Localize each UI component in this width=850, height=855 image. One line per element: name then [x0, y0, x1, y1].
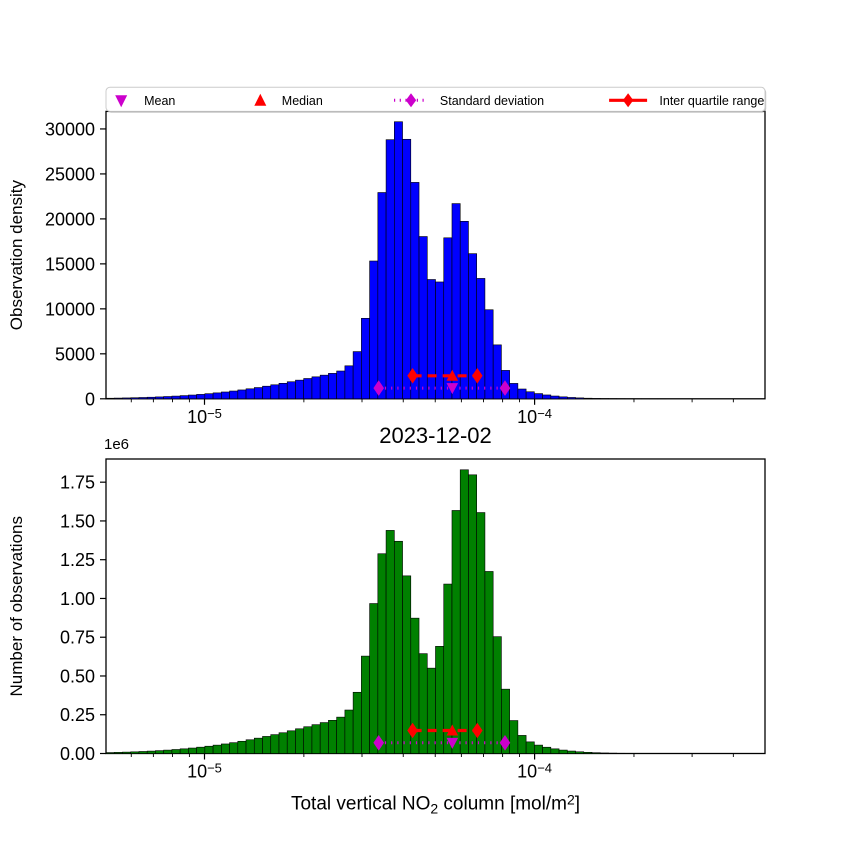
svg-text:1e6: 1e6 [104, 436, 129, 453]
svg-text:1.00: 1.00 [60, 589, 95, 609]
svg-text:0.75: 0.75 [60, 628, 95, 648]
svg-text:10000: 10000 [45, 299, 95, 319]
svg-text:Inter quartile range: Inter quartile range [659, 94, 764, 108]
svg-text:1.75: 1.75 [60, 473, 95, 493]
svg-text:Median: Median [282, 94, 323, 108]
svg-text:0.50: 0.50 [60, 666, 95, 686]
svg-text:1.50: 1.50 [60, 511, 95, 531]
svg-text:0.00: 0.00 [60, 744, 95, 764]
svg-text:2023-12-02: 2023-12-02 [379, 423, 492, 448]
svg-text:0: 0 [85, 389, 95, 409]
svg-text:0.25: 0.25 [60, 705, 95, 725]
svg-text:15000: 15000 [45, 254, 95, 274]
svg-text:20000: 20000 [45, 209, 95, 229]
svg-text:30000: 30000 [45, 119, 95, 139]
svg-text:Number of observations: Number of observations [7, 516, 26, 696]
svg-text:Standard deviation: Standard deviation [440, 94, 544, 108]
svg-text:1.25: 1.25 [60, 550, 95, 570]
svg-text:5000: 5000 [55, 344, 95, 364]
svg-text:Mean: Mean [144, 94, 175, 108]
svg-text:25000: 25000 [45, 164, 95, 184]
svg-text:Observation density: Observation density [7, 179, 26, 330]
